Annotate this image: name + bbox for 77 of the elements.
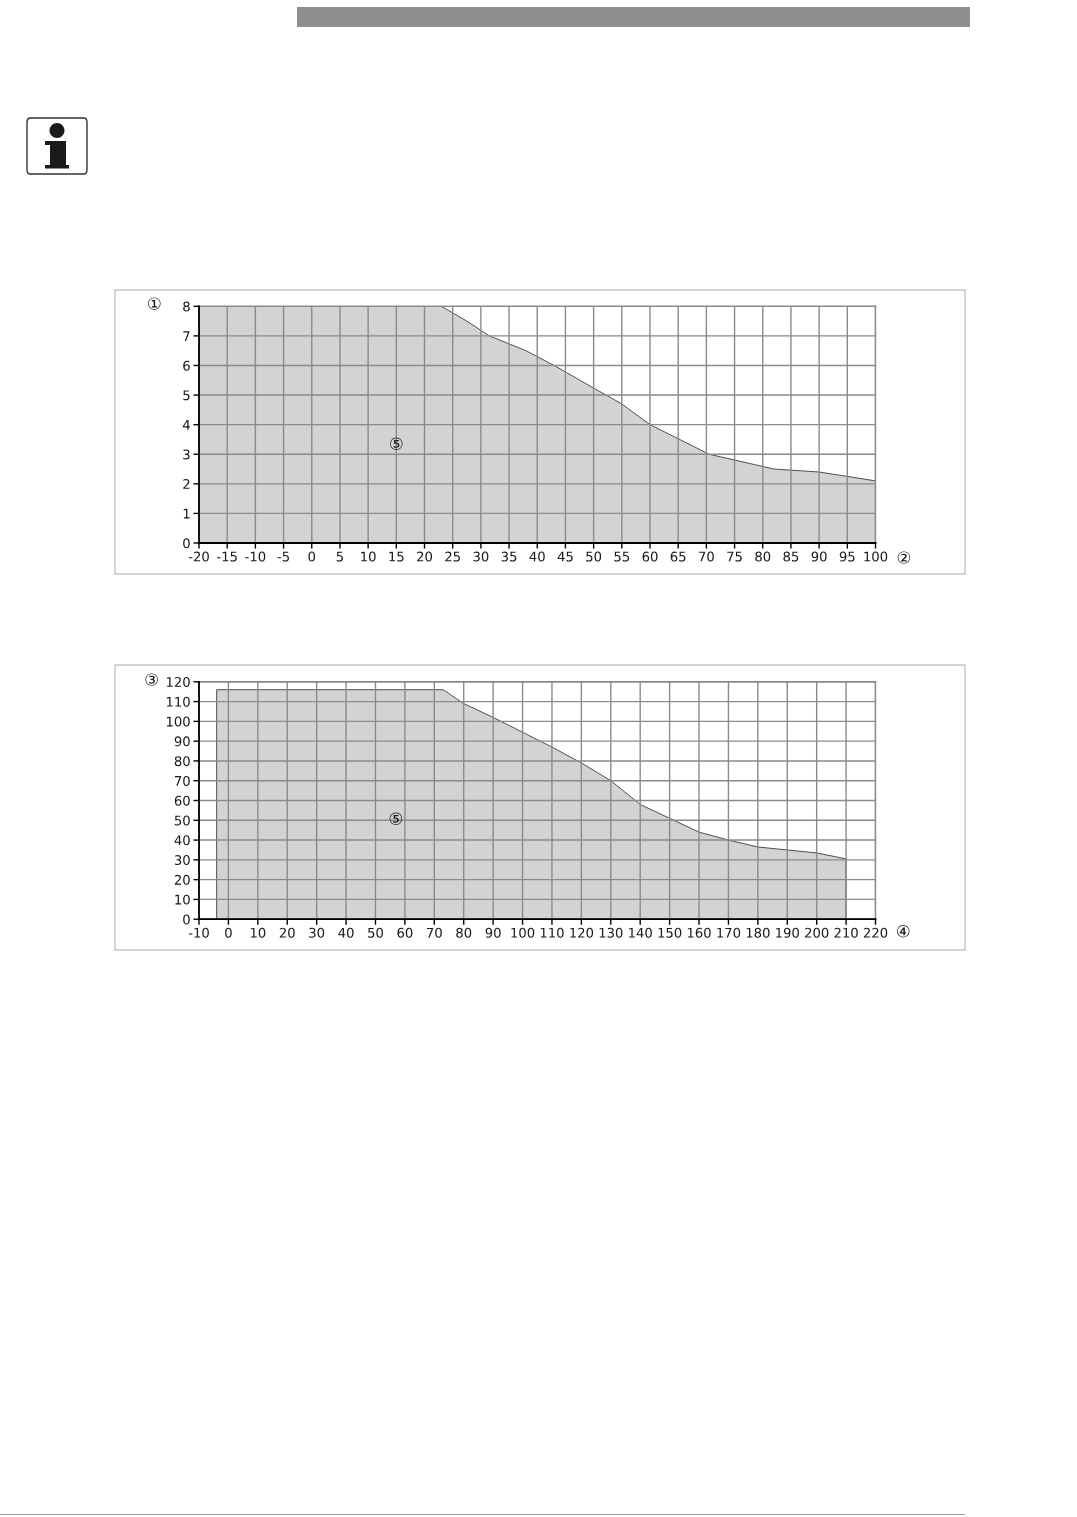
- x-tick-label: 70: [426, 927, 442, 938]
- y-tick-label: 90: [174, 736, 190, 747]
- x-tick-label: 0: [225, 927, 232, 938]
- x-tick-label: 15: [389, 551, 404, 562]
- x-tick-label: 0: [308, 551, 316, 562]
- y-tick-label: 60: [174, 795, 190, 806]
- x-tick-label: 90: [485, 927, 501, 938]
- y-tick-label: 8: [183, 301, 190, 312]
- x-axis-title: ④: [897, 925, 910, 938]
- y-axis-title: ③: [145, 673, 158, 686]
- x-tick-label: 35: [501, 551, 517, 562]
- x-tick-label: -10: [245, 551, 266, 562]
- x-axis-title: ②: [897, 551, 911, 564]
- x-tick-label: -5: [277, 551, 289, 562]
- x-tick-label: 25: [445, 551, 460, 562]
- x-tick-label: 220: [863, 927, 888, 938]
- y-tick-label: 10: [175, 894, 190, 905]
- y-tick-label: 7: [183, 331, 190, 341]
- y-tick-label: 0: [183, 914, 190, 925]
- x-tick-label: 140: [629, 927, 652, 938]
- x-tick-label: 65: [670, 551, 686, 562]
- y-tick-label: 70: [174, 775, 190, 786]
- x-tick-label: 30: [473, 551, 489, 562]
- y-tick-label: 2: [183, 479, 190, 489]
- x-tick-label: 55: [614, 551, 630, 562]
- y-tick-label: 120: [166, 677, 190, 687]
- x-tick-label: 20: [279, 927, 295, 938]
- x-tick-label: 130: [599, 927, 623, 938]
- x-tick-label: 80: [755, 551, 771, 562]
- x-tick-label: 150: [658, 927, 682, 938]
- y-tick-label: 6: [183, 360, 190, 371]
- y-tick-label: 80: [174, 756, 190, 767]
- y-tick-label: 4: [182, 420, 190, 430]
- x-tick-label: 85: [783, 551, 799, 562]
- x-tick-label: 60: [642, 551, 658, 562]
- y-tick-label: 3: [183, 449, 190, 460]
- x-tick-label: 170: [717, 927, 741, 938]
- x-tick-label: 40: [338, 927, 354, 938]
- x-tick-label: -20: [188, 551, 209, 562]
- x-tick-label: 75: [727, 551, 742, 562]
- annotation: ⑤: [390, 437, 403, 451]
- x-tick-label: -15: [217, 551, 237, 562]
- x-tick-label: 20: [417, 551, 433, 562]
- x-tick-label: 50: [368, 927, 383, 938]
- x-tick-label: -10: [188, 927, 209, 938]
- x-tick-label: 120: [570, 927, 594, 938]
- x-tick-label: 95: [839, 551, 855, 562]
- y-tick-label: 30: [174, 855, 190, 866]
- x-tick-label: 70: [699, 551, 714, 562]
- x-tick-label: 60: [397, 927, 413, 938]
- x-tick-label: 210: [834, 927, 858, 938]
- x-tick-label: 190: [776, 927, 799, 938]
- y-tick-label: 100: [166, 716, 190, 727]
- x-tick-label: 10: [361, 551, 376, 562]
- x-tick-label: 30: [309, 927, 325, 938]
- x-tick-label: 100: [864, 551, 888, 562]
- y-tick-label: 20: [174, 874, 190, 885]
- y-tick-label: 40: [174, 835, 190, 846]
- x-tick-label: 110: [540, 927, 564, 938]
- y-tick-label: 110: [166, 696, 190, 707]
- x-tick-label: 180: [746, 927, 770, 938]
- y-tick-label: 5: [183, 390, 190, 401]
- x-tick-label: 160: [687, 927, 711, 938]
- x-tick-label: 45: [557, 551, 573, 562]
- y-axis-title: ①: [148, 297, 161, 310]
- x-tick-label: 90: [811, 551, 827, 562]
- x-tick-label: 50: [586, 551, 602, 562]
- y-tick-label: 1: [183, 508, 190, 519]
- x-tick-label: 40: [529, 551, 545, 562]
- y-tick-label: 0: [183, 538, 190, 549]
- x-tick-label: 5: [336, 551, 343, 562]
- annotation: ⑤: [389, 812, 403, 825]
- x-tick-label: 80: [456, 927, 472, 938]
- x-tick-label: 200: [805, 927, 829, 938]
- x-tick-label: 100: [511, 927, 535, 938]
- x-tick-label: 10: [250, 927, 266, 938]
- y-tick-label: 50: [174, 815, 190, 826]
